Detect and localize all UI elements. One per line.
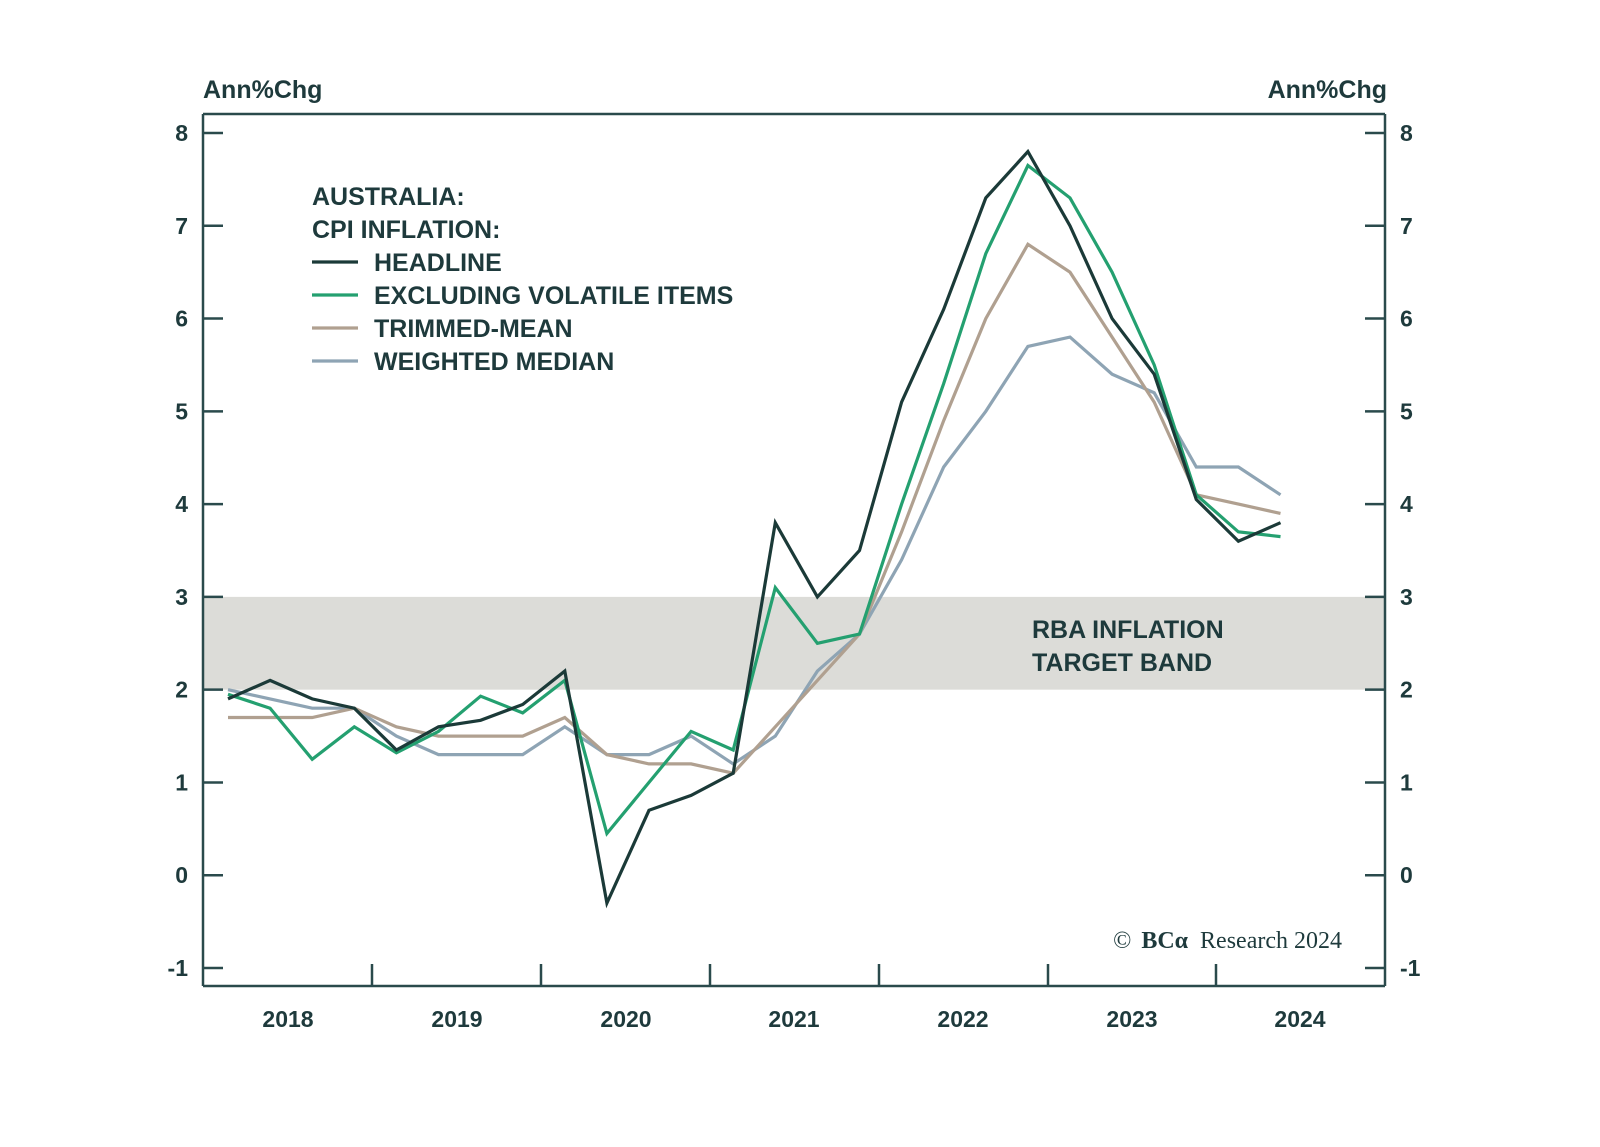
right-y-tick-label: 6 bbox=[1400, 306, 1413, 332]
copyright-credit: © BCα Research 2024 bbox=[1113, 928, 1342, 954]
credit-text: Research 2024 bbox=[1200, 928, 1342, 954]
series-line-excluding-volatile-items bbox=[227, 163, 1281, 837]
x-tick-label: 2018 bbox=[262, 1006, 313, 1032]
left-y-tick-label: 4 bbox=[175, 491, 188, 517]
left-y-tick-label: 0 bbox=[175, 862, 188, 888]
right-y-tick-label: 5 bbox=[1400, 398, 1413, 424]
right-axis-unit-label: Ann%Chg bbox=[1268, 76, 1387, 104]
left-y-tick-label: 6 bbox=[175, 306, 188, 332]
x-tick-label: 2019 bbox=[431, 1006, 482, 1032]
left-axis-unit-label: Ann%Chg bbox=[203, 76, 322, 104]
band-label-line-2: TARGET BAND bbox=[1032, 649, 1212, 677]
x-tick-label: 2024 bbox=[1274, 1006, 1325, 1032]
right-y-tick-label: 0 bbox=[1400, 862, 1413, 888]
left-y-tick-label: 2 bbox=[175, 677, 188, 703]
series-line-weighted-median bbox=[227, 335, 1282, 766]
legend-label: HEADLINE bbox=[374, 249, 502, 277]
copyright-symbol: © bbox=[1113, 928, 1131, 954]
x-tick-label: 2021 bbox=[768, 1006, 819, 1032]
legend-title-line-1: AUSTRALIA: bbox=[312, 183, 465, 211]
x-tick-label: 2020 bbox=[600, 1006, 651, 1032]
left-y-tick-label: 7 bbox=[175, 213, 188, 239]
series-line-trimmed-mean bbox=[228, 242, 1281, 775]
left-y-tick-label: 5 bbox=[175, 398, 188, 424]
right-y-tick-label: -1 bbox=[1400, 955, 1421, 981]
right-y-tick-label: 2 bbox=[1400, 677, 1413, 703]
right-y-tick-label: 7 bbox=[1400, 213, 1413, 239]
band-label-line-1: RBA INFLATION bbox=[1032, 616, 1224, 644]
x-tick-label: 2022 bbox=[937, 1006, 988, 1032]
right-y-tick-label: 3 bbox=[1400, 584, 1413, 610]
x-tick-label: 2023 bbox=[1106, 1006, 1157, 1032]
brand-logo: BCα bbox=[1141, 928, 1188, 954]
legend-label: TRIMMED-MEAN bbox=[374, 315, 573, 343]
right-y-tick-label: 4 bbox=[1400, 491, 1413, 517]
legend-label: EXCLUDING VOLATILE ITEMS bbox=[374, 282, 733, 310]
legend-label: WEIGHTED MEDIAN bbox=[374, 348, 614, 376]
left-y-tick-label: -1 bbox=[168, 955, 189, 981]
legend-title-line-2: CPI INFLATION: bbox=[312, 216, 500, 244]
left-y-tick-label: 3 bbox=[175, 584, 188, 610]
right-y-tick-label: 1 bbox=[1400, 769, 1413, 795]
left-y-tick-label: 8 bbox=[175, 120, 188, 146]
series-line-headline bbox=[227, 148, 1282, 909]
right-y-tick-label: 8 bbox=[1400, 120, 1413, 146]
left-y-tick-label: 1 bbox=[175, 769, 188, 795]
